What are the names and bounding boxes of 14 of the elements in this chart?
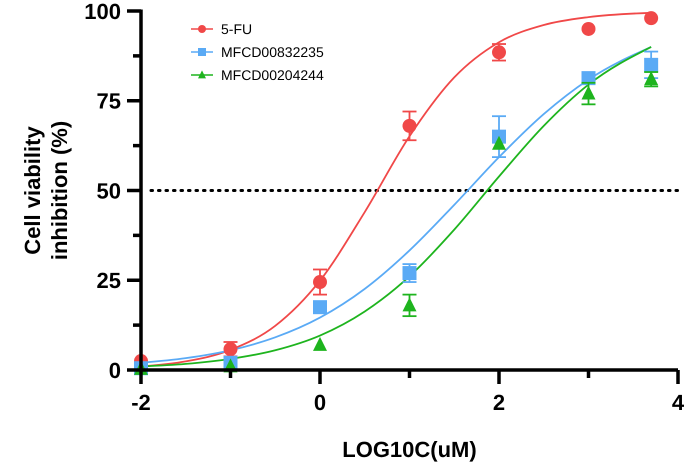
x-axis-title: LOG10C(uM) [342, 437, 477, 462]
y-tick-label: 50 [96, 178, 121, 204]
y-axis-title: Cell viability inhibition (%) [20, 120, 72, 260]
y-tick-label: 25 [96, 268, 121, 294]
x-tick-label: 2 [492, 390, 506, 415]
y-tick-label: 0 [108, 358, 121, 383]
legend-label: MFCD00832235 [221, 44, 324, 60]
legend-label: 5-FU [221, 20, 252, 37]
y-tick-label: 75 [96, 88, 121, 114]
x-tick-label: 4 [672, 390, 685, 415]
y-tick-label: 100 [84, 0, 121, 24]
x-tick-label: -2 [131, 390, 151, 415]
x-tick-label: 0 [314, 390, 326, 415]
legend-label: MFCD00204244 [221, 66, 324, 83]
